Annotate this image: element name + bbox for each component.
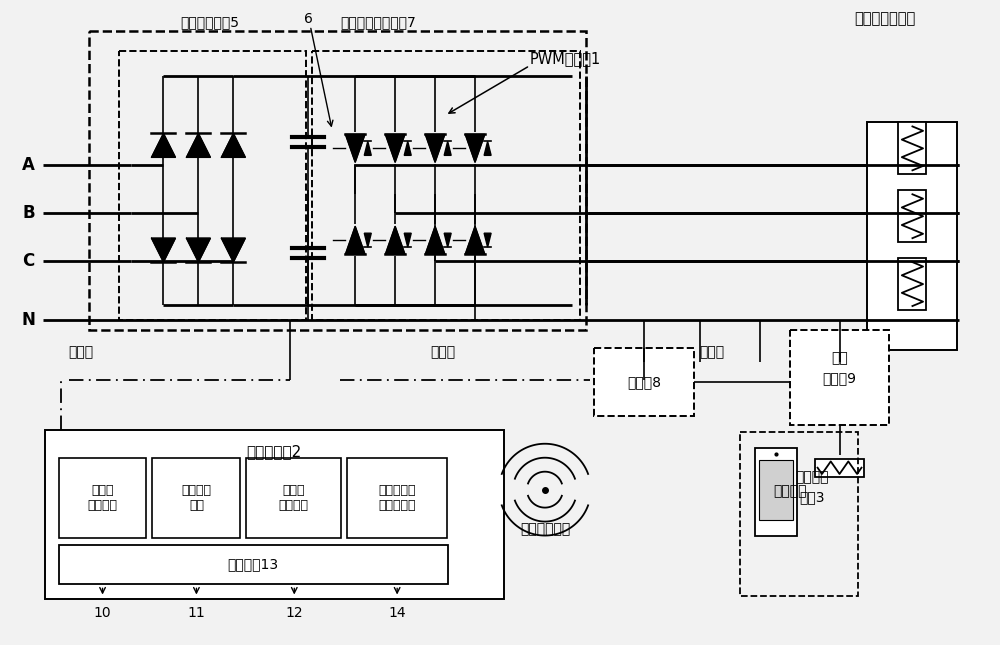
Polygon shape: [465, 226, 485, 254]
Polygon shape: [186, 134, 210, 157]
Text: 现场控制器2: 现场控制器2: [247, 444, 302, 459]
Polygon shape: [465, 134, 485, 163]
Polygon shape: [221, 134, 245, 157]
Text: 通信线: 通信线: [430, 345, 455, 359]
Text: 不控桥整流器5: 不控桥整流器5: [180, 15, 239, 30]
Text: 通信线: 通信线: [69, 345, 94, 359]
Bar: [59, 458, 146, 537]
Polygon shape: [151, 134, 175, 157]
Text: 选相器
接收模块: 选相器 接收模块: [279, 484, 309, 511]
Bar: [759, 460, 793, 520]
Text: 14: 14: [388, 606, 406, 620]
Polygon shape: [151, 238, 175, 262]
Bar: [755, 448, 797, 535]
Text: 通信线: 通信线: [700, 345, 725, 359]
Polygon shape: [186, 238, 210, 262]
Polygon shape: [404, 141, 411, 155]
Bar: [59, 544, 448, 584]
Bar: [45, 430, 504, 599]
Text: 三相对称负荔４: 三相对称负荔４: [855, 11, 916, 26]
Polygon shape: [444, 233, 451, 247]
Text: 控制芒熔13: 控制芒熔13: [228, 557, 279, 571]
Text: 单相负荔: 单相负荔: [773, 484, 806, 499]
Bar: [898, 258, 926, 310]
Text: A: A: [22, 156, 35, 174]
Bar: [898, 123, 926, 174]
Bar: [119, 50, 306, 320]
Text: 6: 6: [304, 12, 313, 26]
Bar: [89, 30, 586, 330]
Polygon shape: [404, 233, 411, 247]
Text: 10: 10: [94, 606, 111, 620]
Bar: [152, 458, 240, 537]
Bar: [790, 330, 889, 425]
Polygon shape: [425, 226, 445, 254]
Polygon shape: [484, 233, 491, 247]
Text: 第一射频信
号收发模块: 第一射频信 号收发模块: [378, 484, 416, 511]
Text: 12: 12: [285, 606, 303, 620]
Polygon shape: [364, 233, 371, 247]
Text: 11: 11: [188, 606, 205, 620]
Text: B: B: [22, 204, 35, 223]
Text: 三相四桥臂逆变全7: 三相四桥臂逆变全7: [340, 15, 416, 30]
Text: N: N: [22, 311, 36, 329]
Polygon shape: [444, 141, 451, 155]
Polygon shape: [385, 134, 405, 163]
Text: PWM变流器1: PWM变流器1: [530, 51, 601, 66]
Text: 数据分析
模块: 数据分析 模块: [181, 484, 211, 511]
Text: 切换笘9: 切换笘9: [823, 371, 857, 385]
Bar: [815, 459, 864, 477]
Text: 相线: 相线: [831, 351, 848, 365]
Bar: [594, 348, 694, 416]
Polygon shape: [385, 226, 405, 254]
Text: 射频信号收发: 射频信号收发: [520, 522, 570, 537]
Bar: [898, 190, 926, 242]
Text: 选相器8: 选相器8: [627, 375, 661, 389]
Polygon shape: [221, 238, 245, 262]
Bar: [246, 458, 341, 537]
Polygon shape: [345, 226, 365, 254]
Bar: [867, 123, 957, 350]
Bar: [347, 458, 447, 537]
Text: 无线手持: 无线手持: [795, 471, 828, 484]
Bar: [312, 50, 580, 320]
Text: C: C: [23, 252, 35, 270]
Text: 终端3: 终端3: [799, 491, 824, 504]
Polygon shape: [425, 134, 445, 163]
Polygon shape: [364, 141, 371, 155]
Bar: [740, 432, 858, 597]
Text: 变流器
控制模块: 变流器 控制模块: [88, 484, 118, 511]
Polygon shape: [484, 141, 491, 155]
Polygon shape: [345, 134, 365, 163]
